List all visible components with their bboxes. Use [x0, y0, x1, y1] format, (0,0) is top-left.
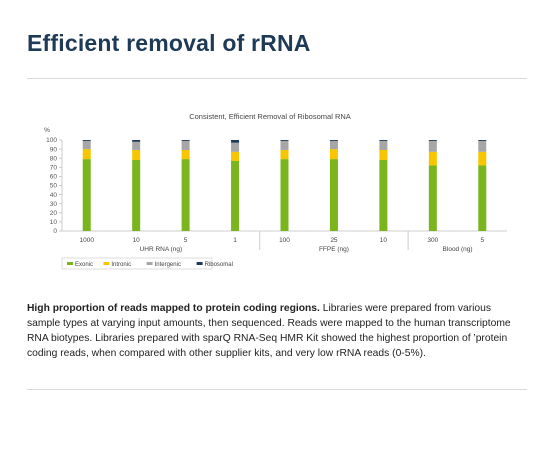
- bar-segment-intronic: [181, 150, 190, 160]
- page-title: Efficient removal of rRNA: [27, 30, 311, 56]
- y-tick-label: 60: [50, 174, 58, 181]
- legend-label: Intronic: [111, 262, 131, 268]
- legend-swatch: [146, 262, 153, 265]
- y-tick-label: 10: [50, 219, 58, 226]
- bar-segment-intergenic: [478, 140, 487, 152]
- divider-top: [27, 78, 527, 79]
- group-label: FFPE (ng): [319, 246, 349, 253]
- x-tick-label: 300: [427, 237, 438, 244]
- bar-segment-intergenic: [82, 140, 91, 150]
- bar-segment-ribosomal: [478, 140, 487, 141]
- bar-segment-ribosomal: [181, 140, 190, 141]
- legend-label: Exonic: [75, 262, 93, 268]
- x-tick-label: 1: [233, 237, 237, 244]
- bar-segment-intronic: [478, 151, 487, 166]
- bar-segment-exonic: [379, 160, 388, 231]
- bar-segment-intergenic: [231, 142, 240, 152]
- bar-segment-ribosomal: [132, 140, 141, 142]
- bar-segment-exonic: [181, 159, 190, 231]
- y-tick-label: 100: [46, 137, 57, 144]
- bar-segment-ribosomal: [231, 140, 240, 143]
- caption-body: Libraries were prepared from various sam…: [27, 303, 511, 359]
- bar-segment-intergenic: [329, 140, 338, 150]
- bar-segment-intronic: [329, 149, 338, 160]
- figure-caption: High proportion of reads mapped to prote…: [27, 301, 527, 361]
- bar-segment-exonic: [280, 159, 289, 231]
- chart-title: Consistent, Efficient Removal of Ribosom…: [189, 112, 351, 121]
- y-tick-label: 80: [50, 155, 58, 162]
- legend-swatch: [103, 262, 110, 265]
- bar-segment-intronic: [428, 151, 437, 166]
- x-tick-label: 1000: [79, 237, 94, 244]
- group-label: Blood (ng): [443, 246, 473, 253]
- y-tick-label: 0: [53, 228, 57, 235]
- bar-segment-ribosomal: [82, 140, 91, 141]
- bar-segment-exonic: [132, 160, 141, 231]
- legend-swatch: [67, 262, 73, 265]
- divider-bottom: [27, 389, 527, 390]
- bar-segment-intronic: [379, 150, 388, 161]
- bar-segment-intergenic: [181, 140, 190, 151]
- y-tick-label: 50: [50, 183, 58, 190]
- group-label: UHR RNA (ng): [140, 246, 183, 253]
- bar-segment-intronic: [132, 150, 141, 161]
- x-tick-label: 10: [133, 237, 141, 244]
- bar-segment-intergenic: [132, 141, 141, 151]
- bar-segment-intergenic: [428, 140, 437, 152]
- x-tick-label: 10: [380, 237, 388, 244]
- bar-segment-ribosomal: [280, 140, 289, 141]
- bar-segment-ribosomal: [428, 140, 437, 141]
- legend-swatch: [196, 262, 203, 265]
- bar-segment-intergenic: [379, 140, 388, 151]
- x-tick-label: 5: [480, 237, 484, 244]
- bar-segment-exonic: [478, 165, 487, 231]
- bar-segment-intronic: [231, 151, 240, 161]
- rrna-chart: Consistent, Efficient Removal of Ribosom…: [44, 112, 507, 270]
- bar-segment-exonic: [428, 165, 437, 231]
- y-tick-label: 20: [50, 210, 58, 217]
- bar-segment-intronic: [82, 149, 91, 160]
- bar-segment-ribosomal: [379, 140, 388, 141]
- y-tick-label: 90: [50, 146, 58, 153]
- x-tick-label: 100: [279, 237, 290, 244]
- y-tick-label: 70: [50, 165, 58, 172]
- bar-segment-intronic: [280, 150, 289, 160]
- bar-segment-exonic: [231, 160, 240, 231]
- caption-lead: High proportion of reads mapped to prote…: [27, 303, 320, 314]
- legend-label: Ribosomal: [205, 262, 233, 268]
- x-tick-label: 5: [184, 237, 188, 244]
- y-tick-label: 30: [50, 201, 58, 208]
- bar-segment-intergenic: [280, 140, 289, 151]
- legend-label: Intergenic: [155, 262, 181, 268]
- bar-segment-exonic: [82, 159, 91, 231]
- y-tick-label: 40: [50, 192, 58, 199]
- x-tick-label: 25: [330, 237, 338, 244]
- bar-segment-exonic: [329, 159, 338, 231]
- legend-box: [61, 257, 213, 270]
- bar-segment-ribosomal: [329, 140, 338, 141]
- y-axis-label: %: [44, 127, 50, 134]
